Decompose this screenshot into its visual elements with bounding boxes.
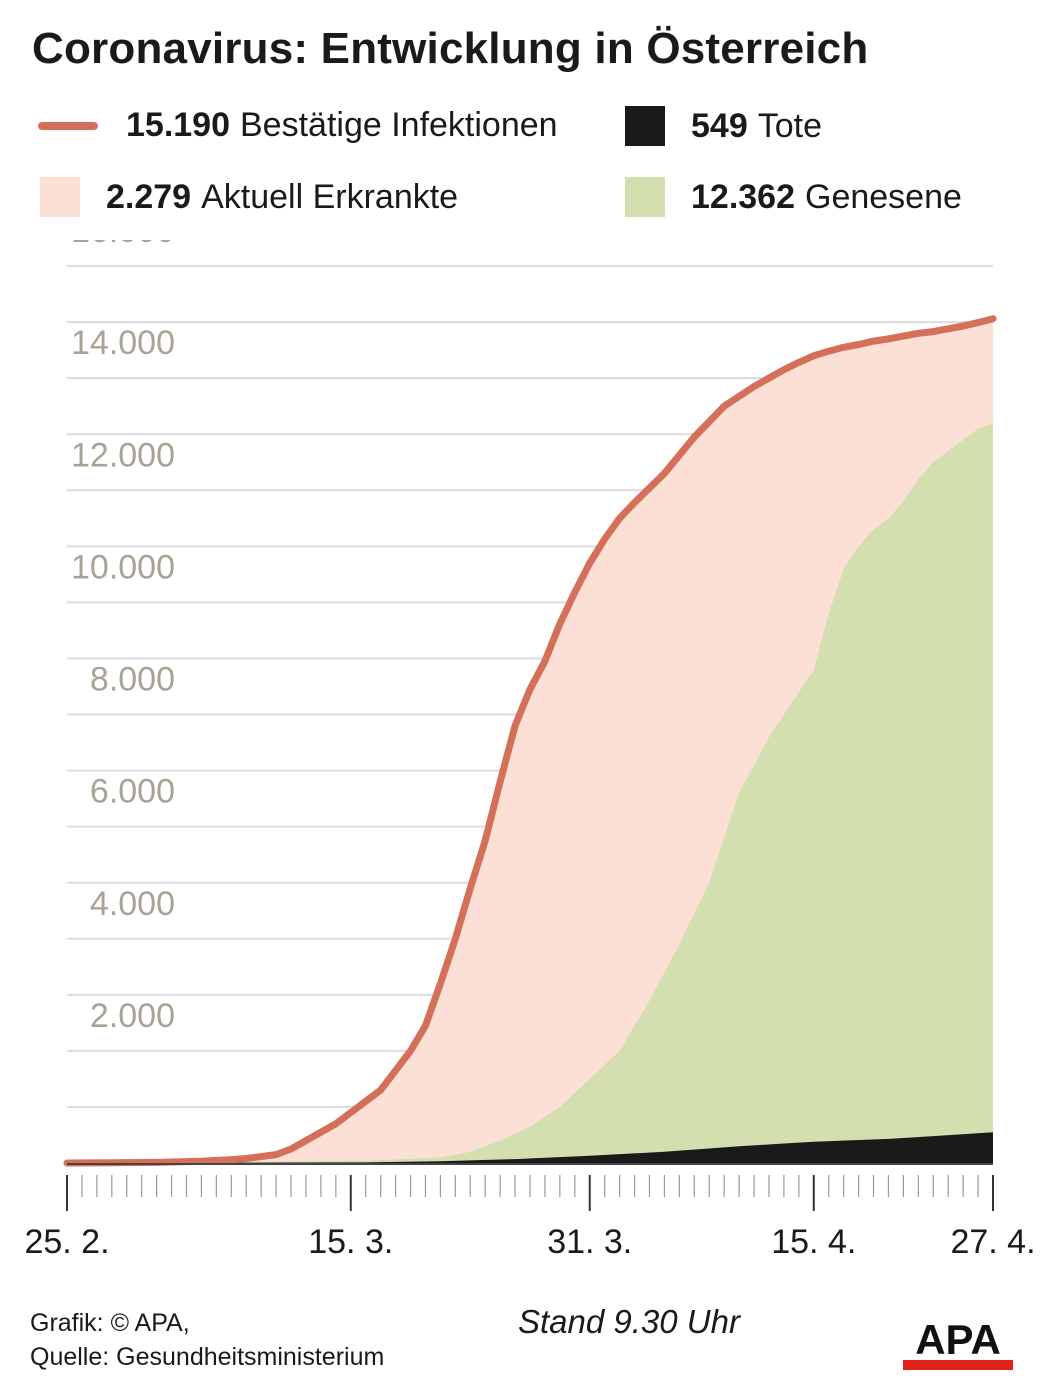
x-tick-label: 25. 2.	[24, 1223, 109, 1261]
y-tick-label: 16.000	[71, 240, 175, 250]
legend-tote-label: Tote	[757, 106, 822, 145]
x-tick-label: 15. 4.	[771, 1223, 856, 1261]
area-chart: 2.000 4.000 6.000 8.000 10.000 12.000 14.000 16…	[24, 240, 1035, 1261]
legend-genesene-value: 12.362	[691, 177, 795, 216]
y-tick-label: 4.000	[90, 885, 175, 923]
legend-infektionen-label: Bestätige Infektionen	[240, 106, 558, 144]
y-tick-label: 6.000	[90, 773, 175, 811]
legend-genesene-swatch	[625, 177, 665, 217]
legend-genesene: 12.362 Genesene	[625, 177, 962, 217]
y-tick-label: 12.000	[71, 436, 175, 474]
legend-line-swatch	[38, 121, 98, 130]
x-tick-label: 15. 3.	[308, 1223, 393, 1261]
x-tick-label: 31. 3.	[547, 1223, 632, 1261]
y-tick-label: 2.000	[90, 997, 175, 1035]
legend-infektionen: 15.190 Bestätige Infektionen	[38, 106, 558, 145]
svg-text:APA: APA	[915, 1318, 1001, 1363]
y-tick-label: 14.000	[71, 324, 175, 362]
legend-tote-value: 549	[691, 106, 748, 145]
line-bestaetigte-infektionen	[63, 315, 997, 1167]
x-tick-label: 27. 4.	[950, 1223, 1035, 1261]
y-tick-label: 10.000	[71, 548, 175, 586]
footer-credits: Grafik: © APA, Quelle: Gesundheitsminist…	[30, 1306, 384, 1374]
legend-erkrankte: 2.279 Aktuell Erkrankte	[40, 177, 458, 217]
legend-erkrankte-value: 2.279	[106, 177, 192, 216]
legend-tote-swatch	[625, 106, 665, 146]
legend-infektionen-value: 15.190	[126, 106, 230, 144]
chart-title: Coronavirus: Entwicklung in Österreich	[32, 24, 869, 73]
legend-genesene-label: Genesene	[805, 177, 962, 216]
legend-erkrankte-swatch	[40, 177, 80, 217]
legend-erkrankte-label: Aktuell Erkrankte	[201, 177, 459, 216]
area-tote	[67, 1132, 993, 1163]
credit-text: Grafik: © APA,	[30, 1309, 190, 1337]
apa-logo: APA	[903, 1318, 1013, 1370]
stand-text: Stand 9.30 Uhr	[518, 1303, 740, 1340]
area-genesene	[67, 423, 993, 1163]
y-tick-label: 8.000	[90, 661, 175, 699]
source-text: Quelle: Gesundheitsministerium	[30, 1343, 385, 1371]
legend-tote: 549 Tote	[625, 106, 822, 146]
